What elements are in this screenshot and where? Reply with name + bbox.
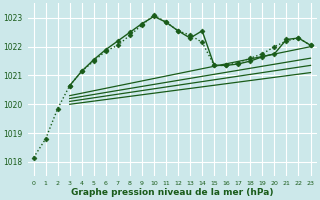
X-axis label: Graphe pression niveau de la mer (hPa): Graphe pression niveau de la mer (hPa) bbox=[71, 188, 273, 197]
